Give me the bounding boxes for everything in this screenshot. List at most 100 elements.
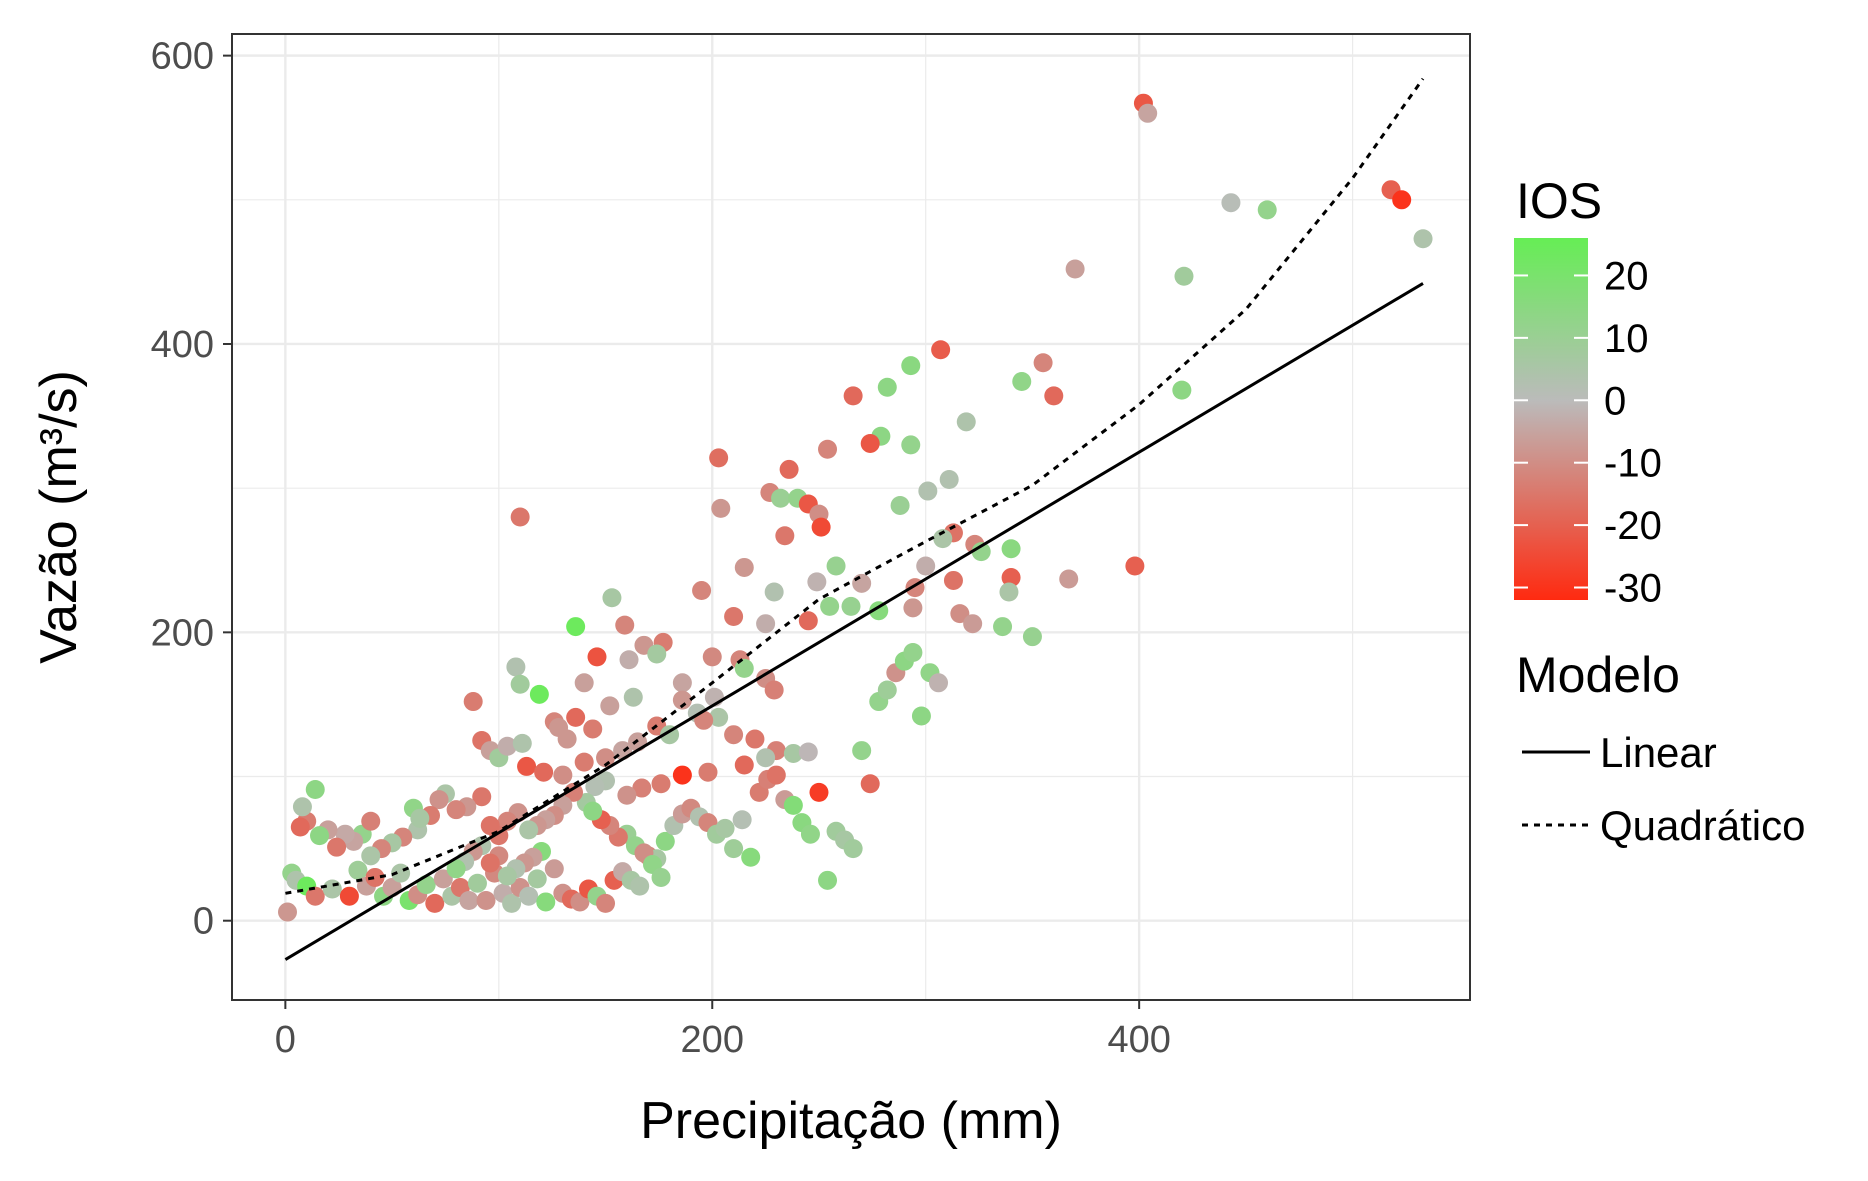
data-point [843, 386, 863, 406]
data-point [869, 601, 889, 621]
data-point [818, 439, 838, 459]
data-point [939, 470, 959, 490]
data-point [596, 748, 616, 768]
axis-ticks: 0 200 400 0 200 400 600 [151, 36, 1171, 1061]
data-point [574, 752, 594, 772]
data-point [672, 690, 692, 710]
data-point [756, 748, 776, 768]
data-point [709, 707, 729, 727]
data-point [619, 650, 639, 670]
data-point [715, 818, 735, 838]
data-point [852, 741, 872, 761]
data-point [600, 696, 620, 716]
data-point [732, 810, 752, 830]
data-point [724, 725, 744, 745]
data-point [890, 495, 910, 515]
data-point [651, 867, 671, 887]
data-point [544, 859, 564, 879]
x-axis-title: Precipitação (mm) [640, 1092, 1062, 1150]
data-point [655, 831, 675, 851]
data-point [993, 617, 1013, 637]
data-point [971, 542, 991, 562]
data-point [512, 733, 532, 753]
legend-item-label: Quadrático [1600, 802, 1805, 849]
data-point [410, 808, 430, 828]
data-point [292, 797, 312, 817]
data-point [476, 891, 496, 911]
data-point [446, 859, 466, 879]
colorbar-gradient [1514, 238, 1588, 600]
data-point [348, 860, 368, 880]
data-point [931, 340, 951, 360]
data-point [783, 743, 803, 763]
data-point [459, 891, 479, 911]
quadratic-model-line [285, 77, 1425, 895]
colorbar-tick-label: -30 [1604, 567, 1662, 611]
x-tick-label: 400 [1107, 1019, 1170, 1061]
data-point [615, 615, 635, 635]
data-point [843, 839, 863, 859]
data-point [820, 596, 840, 616]
data-point [764, 680, 784, 700]
data-point [711, 498, 731, 518]
data-point [826, 556, 846, 576]
data-point [903, 643, 923, 663]
data-point [702, 647, 722, 667]
data-point [519, 820, 539, 840]
data-point [1001, 539, 1021, 559]
colorbar-tick-label: -10 [1604, 442, 1662, 486]
data-point [698, 762, 718, 782]
y-tick-label: 200 [151, 612, 214, 654]
legend-items: Linear Quadrático [1522, 729, 1805, 849]
colorbar-title: IOS [1516, 173, 1602, 229]
data-points [277, 93, 1433, 922]
data-point [903, 598, 923, 618]
linear-model-line [284, 282, 1424, 961]
data-point [425, 893, 445, 913]
data-point [623, 687, 643, 707]
data-point [536, 892, 556, 912]
data-point [305, 779, 325, 799]
data-point [734, 557, 754, 577]
data-point [557, 729, 577, 749]
data-point [766, 765, 786, 785]
data-point [734, 755, 754, 775]
data-point [916, 556, 936, 576]
data-point [480, 853, 500, 873]
data-point [798, 611, 818, 631]
data-point [811, 517, 831, 537]
data-point [480, 816, 500, 836]
data-point [672, 673, 692, 693]
data-point [617, 785, 637, 805]
data-point [933, 529, 953, 549]
colorbar-tick-label: 0 [1604, 379, 1626, 423]
data-point [1392, 190, 1412, 210]
data-point [1413, 229, 1433, 249]
data-point [497, 736, 517, 756]
data-point [1174, 266, 1194, 286]
plot-grid [232, 34, 1470, 1000]
data-point [587, 647, 607, 667]
data-point [416, 875, 436, 895]
data-point [519, 886, 539, 906]
data-point [1125, 556, 1145, 576]
data-point [694, 710, 714, 730]
data-point [517, 756, 537, 776]
data-point [327, 837, 347, 857]
data-point [672, 765, 692, 785]
data-point [429, 790, 449, 810]
data-point [1138, 103, 1158, 123]
data-point [534, 762, 554, 782]
data-point [943, 570, 963, 590]
colorbar-tick-label: -20 [1604, 504, 1662, 548]
data-point [322, 879, 342, 899]
colorbar-ticks: 20 10 0 -10 -20 -30 [1514, 254, 1662, 611]
data-point [566, 707, 586, 727]
data-point [771, 488, 791, 508]
colorbar-tick-label: 10 [1604, 317, 1649, 361]
y-tick-label: 600 [151, 36, 214, 78]
data-point [632, 778, 652, 798]
data-point [798, 742, 818, 762]
model-legend: Modelo Linear Quadrático [1516, 647, 1805, 849]
